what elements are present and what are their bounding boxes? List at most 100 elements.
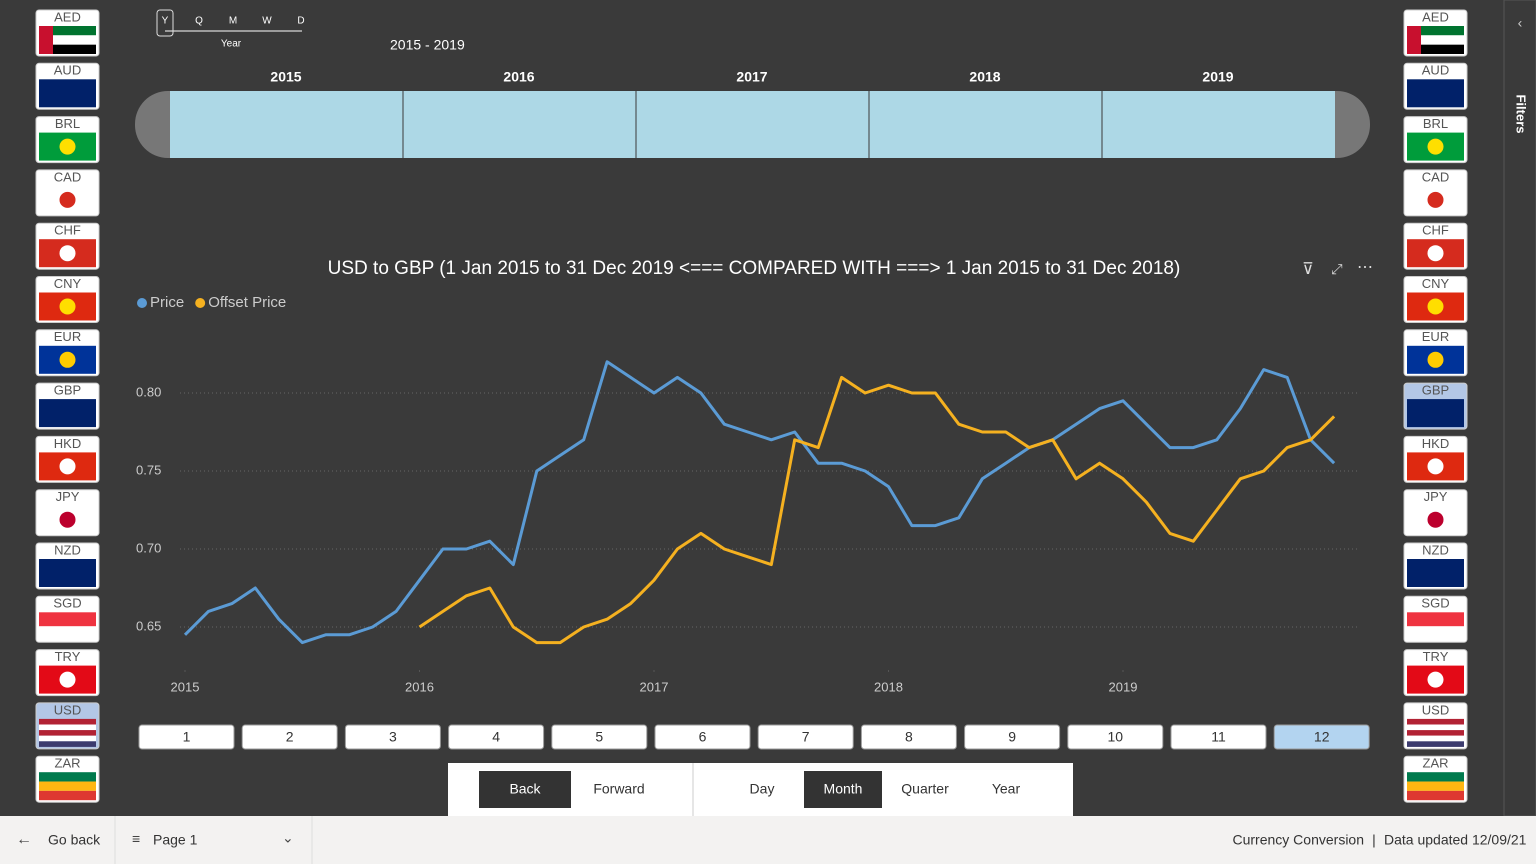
currency-code[interactable]: SGD (53, 596, 81, 611)
month-button[interactable] (964, 724, 1061, 750)
legend-label[interactable]: Price (150, 294, 184, 311)
slider-level[interactable]: Q (195, 16, 203, 27)
currency-code[interactable]: CAD (54, 169, 81, 184)
slider-handle[interactable] (156, 9, 174, 37)
currency-code[interactable]: CNY (1422, 276, 1450, 291)
toggle-label[interactable]: Day (750, 781, 775, 797)
currency-code[interactable]: TRY (55, 649, 81, 664)
flag-stripe (1407, 626, 1464, 641)
currency-code[interactable]: JPY (1424, 489, 1448, 504)
month-button[interactable] (241, 724, 338, 750)
month-label[interactable]: 11 (1211, 729, 1226, 745)
toggle-label[interactable]: Back (509, 781, 541, 797)
currency-code[interactable]: SGD (1421, 596, 1449, 611)
currency-code[interactable]: CNY (54, 276, 82, 291)
month-label[interactable]: 10 (1108, 729, 1124, 745)
flag-emblem (1427, 351, 1444, 368)
slider-level[interactable]: D (297, 16, 304, 27)
currency-code[interactable]: CAD (1422, 169, 1449, 184)
flag-emblem (1427, 458, 1444, 475)
flag-emblem (1427, 138, 1444, 155)
month-button[interactable] (1067, 724, 1164, 750)
currency-code[interactable]: USD (54, 702, 81, 717)
currency-code[interactable]: AUD (1422, 63, 1449, 78)
month-label[interactable]: 12 (1314, 729, 1330, 745)
filter-icon[interactable]: ⊽ (1302, 261, 1314, 278)
currency-code[interactable]: JPY (56, 489, 80, 504)
filters-pane[interactable] (1503, 0, 1536, 817)
month-label[interactable]: 3 (389, 729, 397, 745)
legend-label[interactable]: Offset Price (208, 294, 286, 311)
month-button[interactable] (551, 724, 648, 750)
x-tick-label: 2017 (640, 679, 669, 694)
currency-code[interactable]: HKD (54, 436, 81, 451)
filters-label[interactable]: Filters (1514, 94, 1529, 133)
toggle-label[interactable]: Month (824, 781, 863, 797)
back-arrow[interactable]: ← (16, 831, 32, 848)
x-tick-label: 2019 (1109, 679, 1138, 694)
flag-stripe (39, 26, 96, 36)
go-back[interactable]: Go back (48, 832, 101, 848)
collapse-icon[interactable]: ‹ (1518, 15, 1523, 31)
timeline-year: 2015 (270, 69, 301, 85)
flag-emblem (1427, 511, 1444, 528)
currency-code[interactable]: NZD (54, 542, 81, 557)
currency-code[interactable]: GBP (1422, 383, 1449, 398)
currency-code[interactable]: AUD (54, 63, 81, 78)
slider-level[interactable]: Y (162, 16, 169, 27)
currency-code[interactable]: GBP (54, 383, 81, 398)
toggle-selected[interactable] (479, 771, 571, 808)
currency-code[interactable]: AED (1422, 9, 1449, 24)
flag-stripe (39, 724, 96, 731)
x-tick-label: 2016 (405, 679, 434, 694)
flag-stripe (39, 79, 96, 108)
currency-code[interactable]: USD (1422, 702, 1449, 717)
chevron[interactable]: ⌄ (282, 830, 294, 846)
flag-stripe (39, 559, 96, 587)
flag-stripe (39, 35, 96, 45)
month-label[interactable]: 7 (802, 729, 810, 745)
flag-emblem (59, 298, 76, 315)
toggle-label[interactable]: Forward (593, 781, 644, 797)
month-label[interactable]: 5 (595, 729, 603, 745)
more-icon[interactable]: ⋯ (1357, 259, 1373, 276)
month-button[interactable] (860, 724, 957, 750)
currency-code[interactable]: TRY (1423, 649, 1449, 664)
toggle-label[interactable]: Quarter (901, 781, 949, 797)
currency-code[interactable]: CHF (1422, 223, 1449, 238)
month-button[interactable] (138, 724, 235, 750)
flag-emblem (1427, 245, 1444, 262)
currency-code[interactable]: ZAR (1423, 756, 1449, 771)
page-selector[interactable]: Page 1 (153, 832, 198, 848)
month-label[interactable]: 1 (183, 729, 191, 745)
month-button[interactable] (1273, 724, 1370, 750)
month-button[interactable] (344, 724, 441, 750)
month-button[interactable] (448, 724, 545, 750)
currency-code[interactable]: AED (54, 9, 81, 24)
slider-level[interactable]: W (262, 16, 272, 27)
month-label[interactable]: 9 (1008, 729, 1016, 745)
month-label[interactable]: 8 (905, 729, 913, 745)
month-button[interactable] (654, 724, 751, 750)
month-label[interactable]: 2 (286, 729, 294, 745)
currency-code[interactable]: EUR (1422, 329, 1449, 344)
focus-icon[interactable]: ⤢ (1331, 261, 1342, 277)
currency-code[interactable]: BRL (1423, 116, 1448, 131)
currency-code[interactable]: BRL (55, 116, 80, 131)
y-tick-label: 0.65 (136, 618, 161, 633)
timeline-selection[interactable] (170, 91, 1335, 158)
flag-stripe (39, 718, 96, 725)
currency-code[interactable]: EUR (54, 329, 81, 344)
currency-code[interactable]: CHF (54, 223, 81, 238)
currency-code[interactable]: ZAR (55, 756, 81, 771)
slider-level[interactable]: M (229, 16, 237, 27)
month-button[interactable] (757, 724, 854, 750)
currency-code[interactable]: NZD (1422, 542, 1449, 557)
toggle-label[interactable]: Year (992, 781, 1021, 797)
month-label[interactable]: 6 (699, 729, 707, 745)
month-button[interactable] (1170, 724, 1267, 750)
month-label[interactable]: 4 (492, 729, 500, 745)
currency-code[interactable]: HKD (1422, 436, 1449, 451)
toggle-selected[interactable] (804, 771, 882, 808)
